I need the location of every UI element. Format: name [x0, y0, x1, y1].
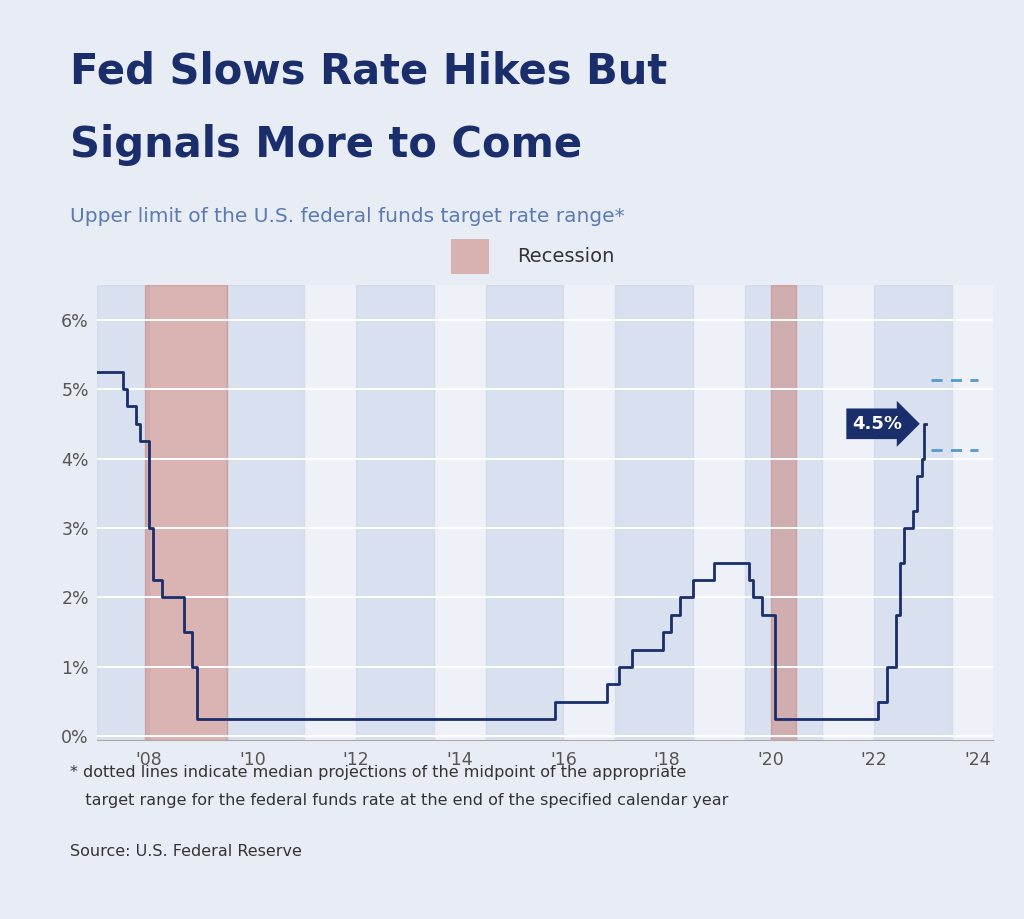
Bar [771, 285, 797, 740]
Text: Source: U.S. Federal Reserve: Source: U.S. Federal Reserve [70, 844, 301, 858]
Bar [744, 285, 822, 740]
Bar [144, 285, 226, 740]
Bar [356, 285, 434, 740]
Text: * dotted lines indicate median projections of the midpoint of the appropriate: * dotted lines indicate median projectio… [70, 765, 686, 779]
Bar [485, 285, 563, 740]
Bar [226, 285, 304, 740]
Bar [874, 285, 952, 740]
Bar [615, 285, 693, 740]
Text: Recession: Recession [517, 247, 614, 266]
Text: Signals More to Come: Signals More to Come [70, 124, 582, 166]
Text: 4.5%: 4.5% [853, 414, 902, 433]
Text: Upper limit of the U.S. federal funds target rate range*: Upper limit of the U.S. federal funds ta… [70, 207, 625, 226]
Bar [97, 285, 150, 740]
Text: Fed Slows Rate Hikes But: Fed Slows Rate Hikes But [70, 51, 667, 93]
Text: target range for the federal funds rate at the end of the specified calendar yea: target range for the federal funds rate … [70, 793, 728, 808]
